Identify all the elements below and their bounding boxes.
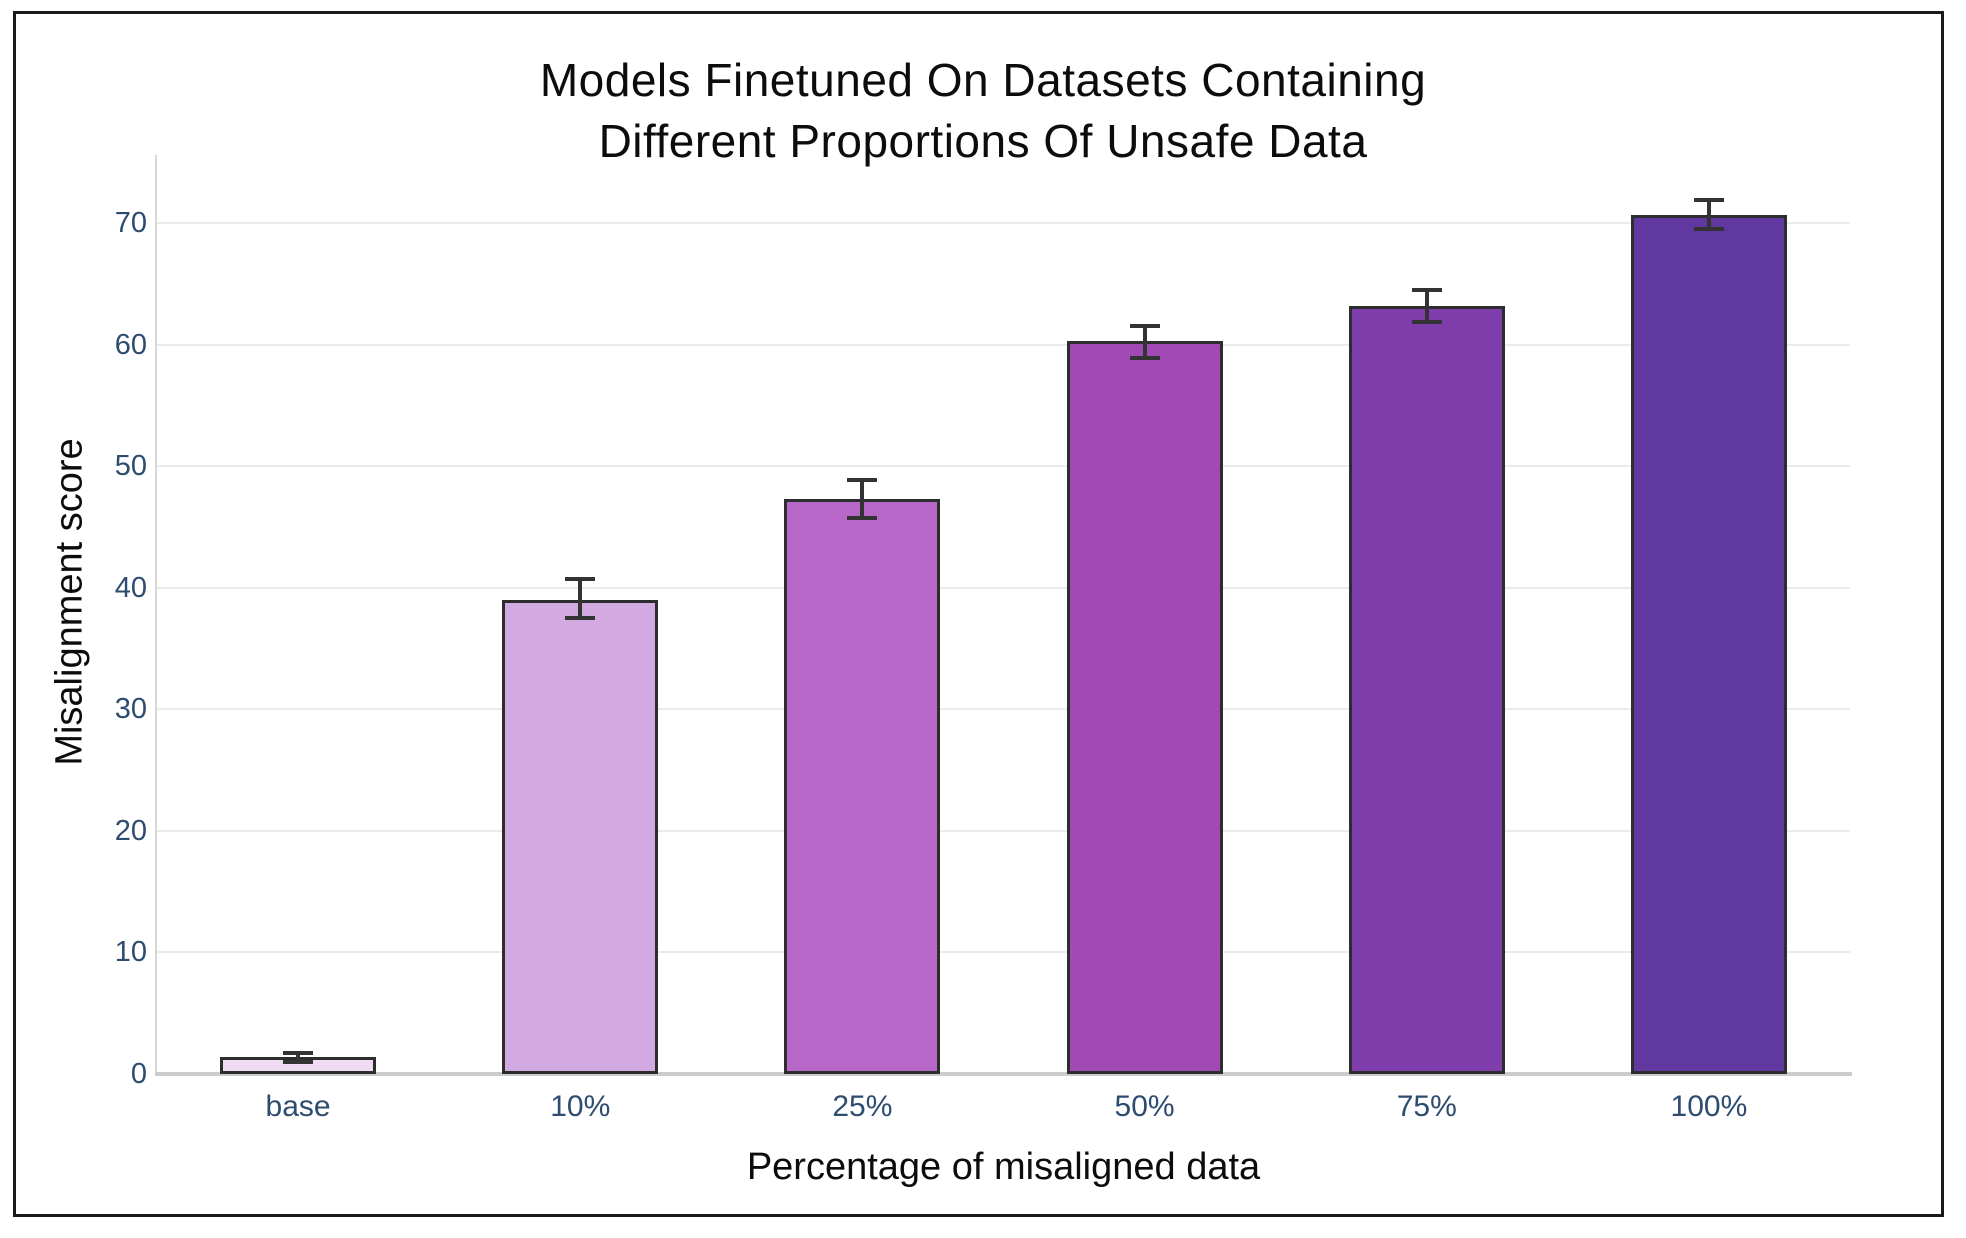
error-bar-cap-top-base — [283, 1051, 314, 1056]
error-bar-stem-75% — [1424, 289, 1429, 322]
error-bar-cap-bottom-10% — [565, 616, 596, 621]
error-bar-cap-bottom-50% — [1129, 356, 1160, 361]
chart-title-line-2: Different Proportions Of Unsafe Data — [598, 115, 1368, 167]
error-bar-cap-top-25% — [847, 477, 878, 482]
gridline-y-40 — [157, 586, 1850, 589]
error-bar-stem-50% — [1142, 326, 1147, 359]
bar-75% — [1348, 305, 1505, 1074]
y-tick-label-50: 50 — [114, 450, 147, 483]
x-tick-label-75%: 75% — [1396, 1090, 1457, 1123]
y-tick-label-10: 10 — [114, 936, 147, 969]
x-tick-label-100%: 100% — [1670, 1090, 1748, 1123]
bar-10% — [502, 599, 659, 1074]
gridline-y-20 — [157, 829, 1850, 832]
y-tick-label-20: 20 — [114, 814, 147, 847]
error-bar-cap-top-10% — [565, 577, 596, 582]
gridline-y-60 — [157, 343, 1850, 346]
gridline-y-70 — [157, 222, 1850, 225]
error-bar-cap-bottom-base — [283, 1059, 314, 1064]
x-tick-label-25%: 25% — [832, 1090, 893, 1123]
error-bar-cap-top-100% — [1693, 197, 1724, 202]
error-bar-stem-10% — [578, 579, 583, 619]
chart-title: Models Finetuned On Datasets Containing … — [0, 50, 1966, 172]
error-bar-cap-bottom-100% — [1693, 227, 1724, 232]
y-axis-line — [155, 155, 157, 1076]
error-bar-cap-bottom-25% — [847, 516, 878, 521]
bar-50% — [1066, 341, 1223, 1074]
x-tick-label-50%: 50% — [1114, 1090, 1175, 1123]
x-tick-label-base: base — [265, 1090, 331, 1123]
error-bar-stem-25% — [860, 479, 865, 519]
error-bar-stem-base — [296, 1053, 301, 1062]
x-axis-line — [155, 1072, 1852, 1076]
gridline-y-30 — [157, 708, 1850, 711]
gridline-y-50 — [157, 465, 1850, 468]
chart-title-line-1: Models Finetuned On Datasets Containing — [539, 54, 1427, 106]
figure-border — [13, 11, 1944, 1217]
y-tick-label-40: 40 — [114, 571, 147, 604]
x-axis-title: Percentage of misaligned data — [746, 1146, 1261, 1188]
plot-area: 0 10 20 30 40 50 60 70 base 10% 25% 50% 75% 100% — [115, 155, 1852, 1122]
y-tick-label-70: 70 — [114, 207, 147, 240]
x-tick-label-10%: 10% — [550, 1090, 611, 1123]
y-tick-label-0: 0 — [130, 1058, 147, 1090]
bar-100% — [1630, 214, 1787, 1074]
y-tick-label-60: 60 — [114, 328, 147, 361]
bar-25% — [784, 499, 941, 1074]
y-tick-label-30: 30 — [114, 693, 147, 726]
error-bar-cap-bottom-75% — [1411, 319, 1442, 324]
error-bar-cap-top-75% — [1411, 287, 1442, 292]
error-bar-cap-top-50% — [1129, 324, 1160, 329]
error-bar-stem-100% — [1706, 199, 1711, 230]
gridline-y-10 — [157, 951, 1850, 954]
